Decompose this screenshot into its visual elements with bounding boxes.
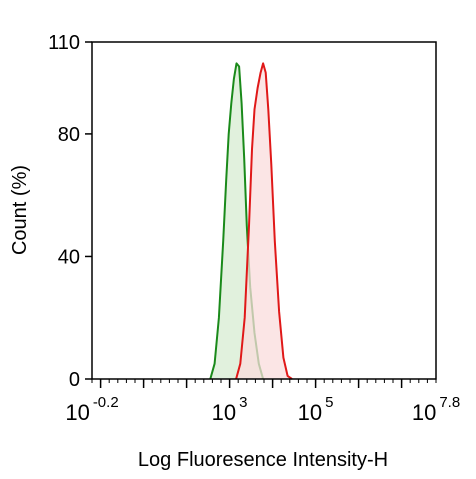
x-tick-label: 10 5 bbox=[298, 394, 334, 425]
x-tick-label: 10 3 bbox=[212, 394, 248, 425]
x-tick-label: 10 -0.2 bbox=[65, 394, 118, 425]
y-tick-label: 110 bbox=[48, 32, 80, 54]
y-tick-label: 0 bbox=[69, 369, 80, 391]
y-tick-label: 80 bbox=[58, 124, 80, 146]
axis-layer: 0 40 80 110 10 -0.2 10 3 10 5 10 7.8 bbox=[48, 32, 460, 425]
y-axis-title: Count (%) bbox=[9, 165, 31, 255]
series-1-line bbox=[235, 62, 293, 380]
y-tick-label: 40 bbox=[58, 246, 80, 268]
plot-layer bbox=[209, 62, 293, 380]
x-axis-title: Log Fluoresence Intensity-H bbox=[138, 449, 388, 471]
x-tick-label: 10 7.8 bbox=[412, 394, 460, 425]
